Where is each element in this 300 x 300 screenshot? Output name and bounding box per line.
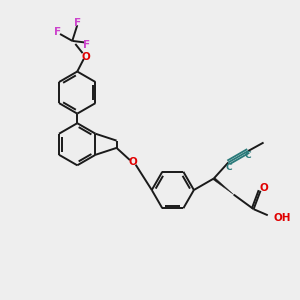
Text: O: O <box>81 52 90 62</box>
Text: O: O <box>259 183 268 193</box>
Text: C: C <box>225 163 232 172</box>
Text: C: C <box>245 152 252 160</box>
Text: F: F <box>54 28 61 38</box>
Text: O: O <box>128 158 137 167</box>
Text: F: F <box>74 17 82 28</box>
Text: F: F <box>83 40 90 50</box>
Polygon shape <box>213 178 234 195</box>
Text: OH: OH <box>274 213 291 223</box>
